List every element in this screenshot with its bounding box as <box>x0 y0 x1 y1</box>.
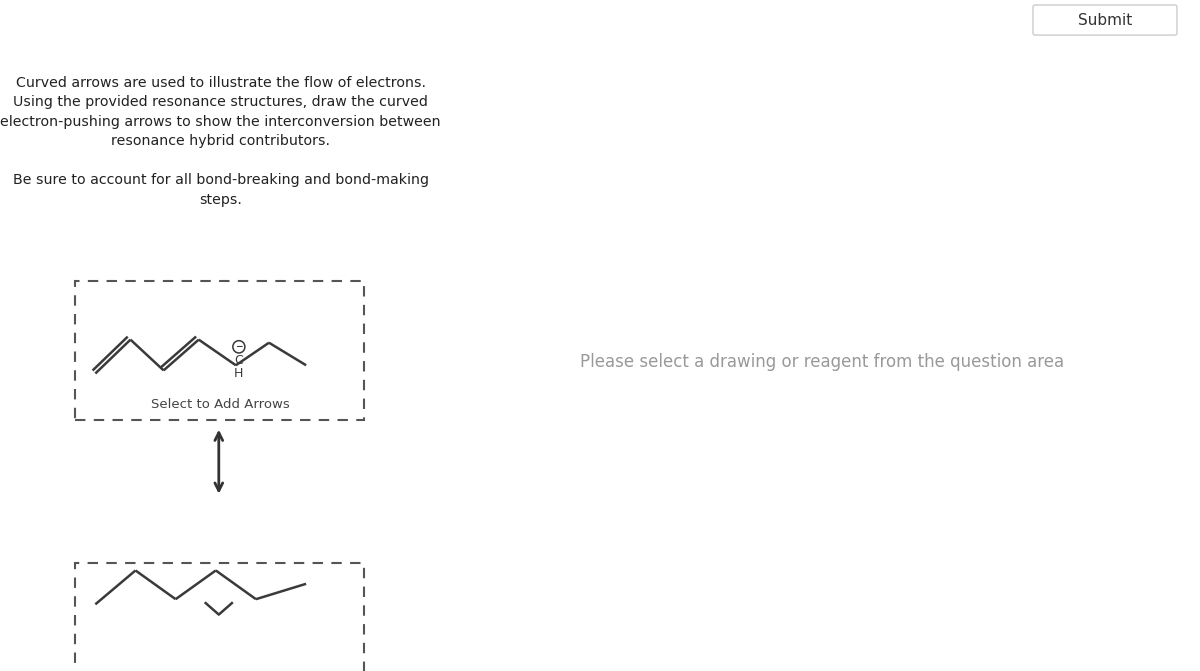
Text: steps.: steps. <box>199 193 242 207</box>
Text: Please select a drawing or reagent from the question area: Please select a drawing or reagent from … <box>580 353 1064 371</box>
Text: electron-pushing arrows to show the interconversion between: electron-pushing arrows to show the inte… <box>0 115 442 129</box>
Bar <box>76 563 365 671</box>
FancyBboxPatch shape <box>1033 5 1177 35</box>
Text: H: H <box>234 367 244 380</box>
Text: Curved arrows are used to illustrate the flow of electrons.: Curved arrows are used to illustrate the… <box>16 76 426 90</box>
Text: Using the provided resonance structures, draw the curved: Using the provided resonance structures,… <box>13 95 428 109</box>
Text: Problem 20 of 50: Problem 20 of 50 <box>511 10 689 30</box>
Text: Select to Add Arrows: Select to Add Arrows <box>151 398 290 411</box>
Text: Be sure to account for all bond-breaking and bond-making: Be sure to account for all bond-breaking… <box>13 173 428 187</box>
Text: −: − <box>235 342 242 352</box>
Text: Submit: Submit <box>1078 13 1132 28</box>
Bar <box>76 281 365 419</box>
Text: resonance hybrid contributors.: resonance hybrid contributors. <box>112 134 330 148</box>
Text: ←: ← <box>16 10 35 30</box>
Text: C: C <box>234 354 244 366</box>
